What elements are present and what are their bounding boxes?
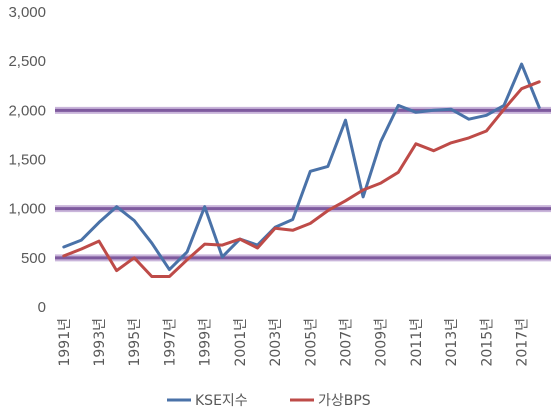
reference-lines	[55, 106, 551, 262]
x-tick-label: 1993년	[92, 318, 108, 367]
y-tick-label: 2,000	[8, 102, 46, 119]
x-axis-tick-labels: 1991년 1993년 1995년 1997년 1999년 2001년 2003년 2005년…	[57, 318, 531, 367]
x-tick-label: 2001년	[233, 318, 249, 367]
legend-label: KSE지수	[195, 393, 248, 409]
x-tick-label: 1999년	[198, 318, 214, 367]
series-lines	[62, 62, 541, 278]
y-axis-tick-labels: 0 500 1,000 1,500 2,000 2,500 3,000	[8, 4, 46, 316]
series-line-bps	[62, 80, 541, 278]
y-tick-label: 2,500	[8, 53, 46, 70]
x-tick-label: 2011년	[409, 318, 425, 367]
series-line-kse	[62, 62, 541, 272]
x-tick-label: 1995년	[127, 318, 143, 367]
x-tick-label: 2015년	[479, 318, 495, 367]
x-tick-label: 1991년	[57, 318, 73, 367]
legend: KSE지수 가상BPS	[167, 393, 371, 409]
y-tick-label: 0	[38, 299, 46, 316]
x-tick-label: 2007년	[339, 318, 355, 367]
y-tick-label: 1,000	[8, 201, 46, 218]
x-tick-label: 2009년	[374, 318, 390, 367]
legend-label: 가상BPS	[318, 393, 371, 409]
x-tick-label: 2005년	[303, 318, 319, 367]
x-tick-label: 2003년	[268, 318, 284, 367]
y-tick-label: 3,000	[8, 4, 46, 21]
x-tick-label: 2017년	[515, 318, 531, 367]
y-tick-label: 500	[21, 250, 46, 267]
x-tick-label: 1997년	[162, 318, 178, 367]
x-tick-label: 2013년	[444, 318, 460, 367]
y-tick-label: 1,500	[8, 152, 46, 169]
